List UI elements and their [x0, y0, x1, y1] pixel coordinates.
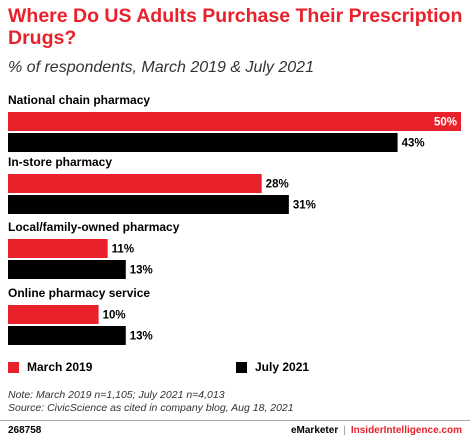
brand: eMarketer | InsiderIntelligence.com: [291, 425, 462, 436]
legend-item-march-2019: March 2019: [8, 360, 92, 374]
footer: 268758 eMarketer | InsiderIntelligence.com: [0, 420, 470, 441]
bar-in-store-pharmacy-july-2021: [8, 195, 289, 214]
brand-insider-intelligence: InsiderIntelligence.com: [350, 425, 462, 436]
bar-in-store-pharmacy-march-2019: [8, 174, 262, 193]
bar-local-family-owned-pharmacy-july-2021: [8, 260, 126, 279]
bar-national-chain-pharmacy-july-2021: [8, 133, 398, 152]
legend-item-july-2021: July 2021: [236, 360, 309, 374]
chart-id: 268758: [8, 425, 42, 436]
legend-swatch-july-2021: [236, 361, 247, 373]
legend-swatch-march-2019: [8, 361, 19, 373]
category-label-online-pharmacy-service: Online pharmacy service: [8, 286, 150, 300]
legend: March 2019 July 2021: [0, 360, 470, 376]
category-label-local-family-owned-pharmacy: Local/family-owned pharmacy: [8, 220, 180, 234]
brand-separator: |: [343, 425, 346, 436]
bar-online-pharmacy-service-july-2021: [8, 326, 126, 345]
bar-online-pharmacy-service-march-2019: [8, 305, 99, 324]
category-label-in-store-pharmacy: In-store pharmacy: [8, 155, 112, 169]
bar-national-chain-pharmacy-march-2019: [8, 112, 461, 131]
category-label-national-chain-pharmacy: National chain pharmacy: [8, 93, 150, 107]
value-label-in-store-pharmacy-july-2021: 31%: [293, 200, 316, 212]
value-label-national-chain-pharmacy-march-2019: 50%: [434, 117, 457, 129]
bar-local-family-owned-pharmacy-march-2019: [8, 239, 108, 258]
value-label-online-pharmacy-service-march-2019: 10%: [103, 310, 126, 322]
note-text: Note: March 2019 n=1,105; July 2021 n=4,…: [8, 389, 225, 401]
value-label-in-store-pharmacy-march-2019: 28%: [266, 179, 289, 191]
legend-label-march-2019: March 2019: [27, 360, 93, 374]
value-label-online-pharmacy-service-july-2021: 13%: [130, 331, 153, 343]
source-text: Source: CivicScience as cited in company…: [8, 402, 294, 414]
chart-subtitle: % of respondents, March 2019 & July 2021: [8, 59, 314, 76]
legend-label-july-2021: July 2021: [255, 360, 310, 374]
notes: Note: March 2019 n=1,105; July 2021 n=4,…: [8, 389, 294, 415]
chart-title: Where Do US Adults Purchase Their Prescr…: [8, 5, 463, 49]
value-label-local-family-owned-pharmacy-march-2019: 11%: [112, 244, 134, 256]
value-label-national-chain-pharmacy-july-2021: 43%: [402, 138, 425, 150]
bar-chart: National chain pharmacy 50% 43% In-store ph…: [8, 93, 461, 345]
brand-emarketer: eMarketer: [290, 425, 339, 436]
value-label-local-family-owned-pharmacy-july-2021: 13%: [130, 265, 153, 277]
